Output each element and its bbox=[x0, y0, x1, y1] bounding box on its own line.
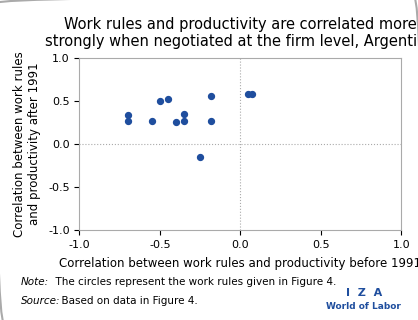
Point bbox=[208, 118, 215, 123]
Point bbox=[124, 113, 131, 118]
Text: World of Labor: World of Labor bbox=[326, 302, 401, 311]
Point bbox=[181, 111, 187, 116]
Y-axis label: Correlation between work rules
and productivity after 1991: Correlation between work rules and produ… bbox=[13, 51, 41, 237]
Point bbox=[156, 98, 163, 103]
Point bbox=[148, 118, 155, 123]
Text: Based on data in Figure 4.: Based on data in Figure 4. bbox=[55, 296, 198, 306]
Point bbox=[248, 91, 255, 96]
X-axis label: Correlation between work rules and productivity before 1991: Correlation between work rules and produ… bbox=[59, 257, 418, 270]
Point bbox=[124, 118, 131, 123]
Point bbox=[197, 155, 204, 160]
Point bbox=[245, 91, 252, 96]
Title: Work rules and productivity are correlated more
strongly when negotiated at the : Work rules and productivity are correlat… bbox=[45, 17, 418, 50]
Point bbox=[181, 118, 187, 123]
Text: Note:: Note: bbox=[21, 277, 49, 287]
Point bbox=[165, 97, 171, 102]
Text: The circles represent the work rules given in Figure 4.: The circles represent the work rules giv… bbox=[49, 277, 337, 287]
Point bbox=[173, 120, 179, 125]
Text: Source:: Source: bbox=[21, 296, 60, 306]
Point bbox=[208, 93, 215, 98]
Text: I  Z  A: I Z A bbox=[346, 288, 382, 298]
